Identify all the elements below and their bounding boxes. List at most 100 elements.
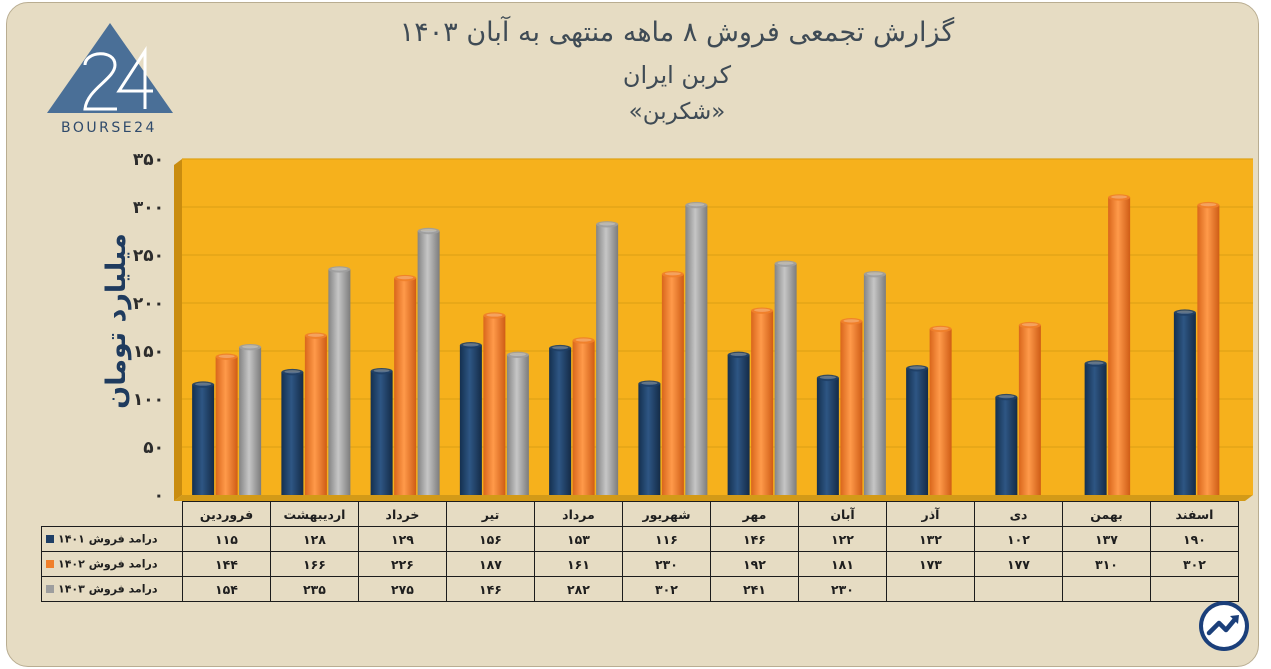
data-label: ۲۷۵ (358, 576, 447, 602)
data-label: ۱۴۴ (182, 551, 271, 577)
data-label: ۱۶۶ (270, 551, 359, 577)
gridlines (182, 158, 1253, 448)
data-label (886, 576, 975, 602)
data-label: ۱۵۶ (446, 526, 535, 552)
y-axis-label: میلیارد تومان (101, 233, 132, 409)
data-label: ۱۹۲ (710, 551, 799, 577)
table-header-row: فروردین اردیبهشت خرداد تیر مرداد شهریور مهر آبا… (42, 501, 1239, 527)
data-label: ۲۳۵ (270, 576, 359, 602)
bar (596, 221, 619, 495)
data-label: ۱۰۲ (974, 526, 1063, 552)
x-tick-label: اردیبهشت (270, 501, 359, 527)
legend-entry: درامد فروش ۱۴۰۲ (41, 551, 183, 577)
bar (929, 325, 952, 495)
data-label (974, 576, 1063, 602)
legend-swatch (46, 585, 54, 594)
y-tick-label: ۱۵۰ (133, 342, 164, 362)
legend-entry: درامد فروش ۱۴۰۳ (41, 576, 183, 602)
bar (215, 353, 238, 495)
data-label: ۲۴۱ (710, 576, 799, 602)
chart-subtitle-company: کربن ایران (622, 61, 732, 89)
bar (417, 227, 440, 495)
legend-swatch (46, 535, 54, 544)
bar (774, 260, 797, 495)
bar (727, 351, 750, 495)
data-label: ۱۵۴ (182, 576, 271, 602)
bar (685, 201, 708, 495)
x-tick-label: آبان (798, 501, 887, 527)
table-corner (42, 502, 183, 527)
bourse24-logo (47, 23, 173, 113)
data-label: ۲۸۲ (534, 576, 623, 602)
bar (506, 351, 529, 495)
bar (549, 344, 572, 495)
legend-swatch (46, 560, 54, 569)
table-row: درامد فروش ۱۴۰۱ ۱۱۵ ۱۲۸ ۱۲۹ ۱۵۶ ۱۵۳ ۱۱۶ ۱۴۶ ۱۲۲ ۱… (41, 526, 1239, 552)
data-label: ۲۳۰ (622, 551, 711, 577)
data-label: ۱۳۷ (1062, 526, 1151, 552)
data-label: ۱۳۲ (886, 526, 975, 552)
y-tick-label: ۳۵۰ (133, 150, 164, 170)
bar (638, 380, 661, 495)
bar (394, 274, 417, 495)
bar (751, 307, 774, 495)
logo-digit-4 (116, 45, 153, 109)
y-axis-ticks: ۰ ۵۰ ۱۰۰ ۱۵۰ ۲۰۰ ۲۵۰ ۳۰۰ ۳۵۰ (133, 150, 164, 506)
data-label: ۱۱۵ (182, 526, 271, 552)
logo-text: BOURSE24 (61, 120, 157, 136)
bar-chart: ۰ ۵۰ ۱۰۰ ۱۵۰ ۲۰۰ ۲۵۰ ۳۰۰ ۳۵۰ میلیارد تومان (101, 150, 1253, 506)
plot-floor (174, 495, 1253, 501)
x-tick-label: بهمن (1062, 501, 1151, 527)
data-label (1062, 576, 1151, 602)
data-label: ۱۱۶ (622, 526, 711, 552)
trend-logo-icon (1199, 601, 1249, 651)
plot-background (182, 159, 1253, 495)
data-label: ۱۸۱ (798, 551, 887, 577)
x-tick-label: آذر (886, 501, 975, 527)
bars (192, 194, 1220, 495)
data-label (1150, 576, 1239, 602)
data-label: ۱۴۶ (446, 576, 535, 602)
bar (995, 393, 1018, 495)
data-table: فروردین اردیبهشت خرداد تیر مرداد شهریور مهر آبا… (41, 501, 1239, 602)
y-tick-label: ۳۰۰ (133, 198, 164, 218)
y-tick-label: ۵۰ (143, 438, 164, 458)
bar (863, 271, 886, 495)
data-label: ۱۲۸ (270, 526, 359, 552)
series-name: درامد فروش ۱۴۰۱ (58, 532, 158, 546)
y-tick-label: ۲۰۰ (133, 294, 164, 314)
bar (1197, 201, 1220, 495)
x-tick-label: فروردین (182, 501, 271, 527)
data-label: ۳۱۰ (1062, 551, 1151, 577)
plot-side-wall (174, 159, 182, 501)
x-tick-label: خرداد (358, 501, 447, 527)
legend-entry: درامد فروش ۱۴۰۱ (41, 526, 183, 552)
data-label: ۱۹۰ (1150, 526, 1239, 552)
data-label: ۳۰۲ (622, 576, 711, 602)
series-name: درامد فروش ۱۴۰۲ (58, 557, 158, 571)
y-tick-label: ۲۵۰ (133, 246, 164, 266)
data-label: ۱۷۳ (886, 551, 975, 577)
bar (1084, 360, 1107, 495)
bar (1173, 309, 1196, 495)
data-label: ۱۲۲ (798, 526, 887, 552)
bar (328, 266, 351, 495)
data-label: ۱۸۷ (446, 551, 535, 577)
x-tick-label: اسفند (1150, 501, 1239, 527)
bar (304, 332, 327, 495)
series-name: درامد فروش ۱۴۰۳ (58, 582, 158, 596)
x-tick-label: تیر (446, 501, 535, 527)
bar (572, 337, 595, 495)
y-tick-label: ۱۰۰ (133, 390, 164, 410)
bar (1108, 194, 1131, 495)
table-row: درامد فروش ۱۴۰۲ ۱۴۴ ۱۶۶ ۲۲۶ ۱۸۷ ۱۶۱ ۲۳۰ ۱۹۲ ۱۸۱ ۱… (41, 551, 1239, 577)
data-label: ۱۲۹ (358, 526, 447, 552)
bar (1018, 321, 1041, 495)
x-tick-label: شهریور (622, 501, 711, 527)
bar (840, 318, 863, 495)
y-tick-label: ۰ (154, 486, 164, 506)
bar (483, 312, 506, 495)
data-label: ۲۲۶ (358, 551, 447, 577)
data-label: ۳۰۲ (1150, 551, 1239, 577)
bar (370, 367, 393, 495)
